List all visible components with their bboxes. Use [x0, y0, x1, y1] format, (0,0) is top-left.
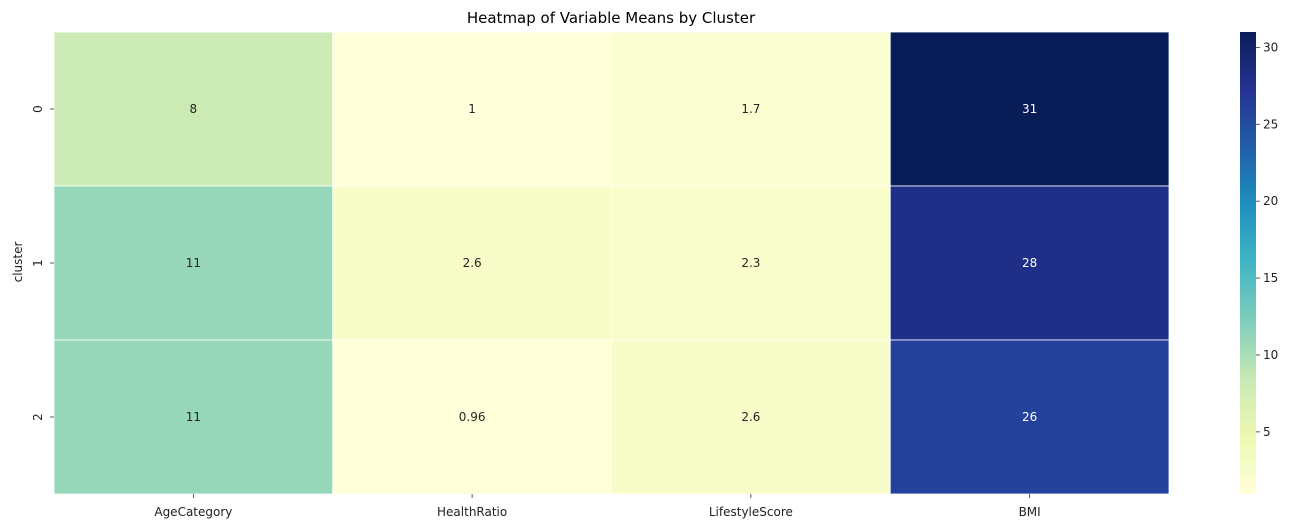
y-tick-label: 0 [31, 105, 45, 113]
heatmap-cell [889, 339, 1170, 495]
colorbar [1240, 32, 1256, 494]
y-tick-label: 2 [31, 413, 45, 421]
cell-value-label: 11 [186, 410, 201, 424]
heatmap-cell [611, 31, 891, 187]
cell-value-label: 28 [1022, 256, 1037, 270]
heatmap-cell [889, 31, 1170, 187]
cell-value-label: 1.7 [741, 102, 760, 116]
heatmap-cell [53, 185, 334, 341]
x-tick-label: AgeCategory [154, 505, 232, 519]
colorbar-tick-label: 30 [1263, 40, 1278, 54]
cell-value-label: 2.6 [741, 410, 760, 424]
cell-value-label: 31 [1022, 102, 1037, 116]
chart-title: Heatmap of Variable Means by Cluster [467, 9, 756, 27]
x-axis-ticks: AgeCategory HealthRatio LifestyleScore BMI [154, 494, 1041, 519]
cell-value-label: 11 [186, 256, 201, 270]
cell-value-label: 2.3 [741, 256, 760, 270]
heatmap-cell [332, 185, 612, 341]
colorbar-tick-label: 25 [1263, 117, 1278, 131]
x-tick-label: LifestyleScore [709, 505, 793, 519]
y-axis-label: cluster [11, 242, 25, 283]
cell-value-label: 1 [468, 102, 476, 116]
heatmap-cell [332, 31, 612, 187]
cell-value-label: 2.6 [463, 256, 482, 270]
colorbar-tick-label: 5 [1263, 425, 1271, 439]
cell-value-label: 0.96 [459, 410, 486, 424]
colorbar-tick-label: 15 [1263, 271, 1278, 285]
x-tick-label: HealthRatio [437, 505, 507, 519]
colorbar-tick-label: 10 [1263, 348, 1278, 362]
cell-value-label: 8 [190, 102, 198, 116]
x-tick-label: BMI [1019, 505, 1041, 519]
heatmap-cell [53, 31, 334, 187]
cell-value-label: 26 [1022, 410, 1037, 424]
heatmap-cell [889, 185, 1170, 341]
y-axis-ticks: 0 1 2 [31, 105, 54, 421]
heatmap-cell [332, 339, 612, 495]
colorbar-tick-label: 20 [1263, 194, 1278, 208]
colorbar-ticks: 5 10 15 20 25 30 [1256, 40, 1278, 439]
heatmap-cells: 8 1 1.7 31 11 2.6 2.3 28 11 0.96 2.6 26 [53, 31, 1170, 495]
heatmap-cell [611, 185, 891, 341]
y-tick-label: 1 [31, 259, 45, 267]
